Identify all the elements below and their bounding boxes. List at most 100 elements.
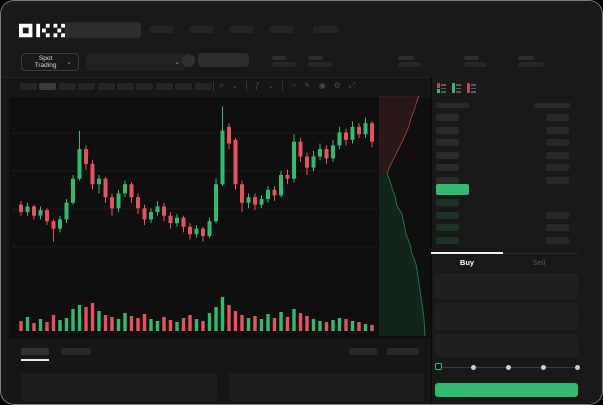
tab-sell[interactable]: Sell: [503, 258, 575, 267]
line-tool-icon[interactable]: ~: [291, 81, 297, 90]
candle-style-icon[interactable]: ⌗: [219, 81, 224, 90]
candle-body: [344, 132, 348, 140]
timeframe-button[interactable]: [136, 83, 154, 90]
nav-item-placeholder[interactable]: [313, 26, 338, 33]
bottom-tab[interactable]: [61, 348, 91, 355]
volume-bar: [90, 303, 95, 331]
market-type-selector[interactable]: Spot Trading ⌄: [21, 53, 79, 71]
volume-bar: [292, 309, 296, 331]
orderbook-price-cell[interactable]: [436, 139, 459, 146]
orderbook-last-price[interactable]: [436, 184, 469, 195]
combined-book-icon[interactable]: [437, 83, 446, 93]
tab-buy[interactable]: Buy: [431, 258, 503, 267]
volume-bar: [363, 324, 368, 331]
volume-bar: [253, 316, 257, 331]
pair-selector[interactable]: ⌄: [86, 53, 186, 71]
candle-body: [25, 206, 30, 212]
nav-item-placeholder[interactable]: [269, 26, 294, 33]
timeframe-button[interactable]: [20, 83, 37, 90]
candle-body: [84, 149, 88, 164]
ticker-stat-value: [518, 62, 544, 67]
volume-bar: [194, 319, 199, 331]
bottom-tab-active[interactable]: [21, 348, 49, 355]
orderbook-price-cell[interactable]: [436, 164, 459, 171]
volume-bar: [298, 313, 303, 331]
orderbook-price-cell[interactable]: [436, 176, 459, 184]
volume-bar: [233, 311, 238, 331]
asks-only-icon[interactable]: [467, 83, 476, 93]
price-input[interactable]: [434, 273, 578, 299]
volume-bar: [305, 316, 309, 331]
slider-stop[interactable]: [575, 365, 580, 370]
orderbook-price-cell[interactable]: [436, 199, 459, 206]
candle-body: [324, 149, 329, 159]
volume-bar: [103, 315, 108, 331]
candle-body: [331, 145, 335, 159]
total-input[interactable]: [434, 334, 578, 357]
nav-item-placeholder[interactable]: [229, 26, 254, 33]
amount-input[interactable]: [434, 303, 578, 330]
volume-bar: [227, 305, 231, 331]
chart-settings-icon[interactable]: ⚙: [333, 81, 341, 90]
ticker-stat-label: [518, 56, 534, 60]
orderbook-amount-cell: [546, 236, 569, 244]
indicator-icon[interactable]: ƒ: [255, 81, 260, 90]
timeframe-button[interactable]: [39, 83, 57, 90]
nav-item-placeholder[interactable]: [189, 26, 214, 33]
slider-stop[interactable]: [541, 365, 546, 370]
bottom-toolbar-item[interactable]: [387, 348, 419, 355]
timeframe-button[interactable]: [58, 83, 76, 90]
slider-handle[interactable]: [435, 363, 442, 370]
nav-item-placeholder[interactable]: [149, 26, 174, 33]
volume-bar: [19, 321, 23, 331]
volume-bar: [188, 315, 192, 331]
volume-bar: [58, 320, 62, 331]
orderbook-col-header-price: [436, 103, 469, 108]
slider-stop[interactable]: [506, 365, 511, 370]
chevron-down-icon[interactable]: ⌄: [267, 81, 275, 90]
candle-body: [214, 184, 218, 222]
okx-logo[interactable]: [19, 23, 65, 38]
volume-bar: [116, 319, 121, 331]
candle-body: [97, 178, 101, 185]
avatar[interactable]: [182, 54, 195, 67]
timeframe-button[interactable]: [194, 83, 212, 90]
bottom-toolbar-item[interactable]: [349, 348, 377, 355]
snapshot-icon[interactable]: ◉: [318, 81, 326, 90]
volume-bar: [64, 318, 69, 331]
volume-bar: [357, 322, 361, 331]
volume-bar: [149, 319, 153, 331]
timeframe-button[interactable]: [117, 83, 134, 90]
candle-body: [305, 156, 309, 168]
orderbook-price-cell[interactable]: [436, 236, 459, 244]
volume-bar: [318, 321, 322, 331]
fullscreen-icon[interactable]: ⤢: [348, 81, 356, 90]
depth-chart[interactable]: [379, 96, 429, 336]
orderbook-price-cell[interactable]: [436, 224, 459, 231]
orderbook-price-cell[interactable]: [436, 114, 459, 121]
bids-only-icon[interactable]: [452, 83, 461, 93]
header-action-button[interactable]: [198, 53, 249, 67]
timeframe-button[interactable]: [175, 83, 193, 90]
volume-bar: [311, 319, 316, 331]
orderbook-price-cell[interactable]: [436, 211, 459, 219]
candlestick-chart[interactable]: [11, 101, 377, 293]
timeframe-button[interactable]: [155, 83, 173, 90]
timeframe-button[interactable]: [97, 83, 115, 90]
search-input[interactable]: [65, 22, 141, 38]
chevron-down-icon[interactable]: ⌄: [231, 81, 239, 90]
timeframe-button[interactable]: [78, 83, 96, 90]
ticker-stat-label: [308, 56, 323, 60]
candle-body: [162, 206, 166, 216]
volume-bar: [350, 321, 355, 331]
volume-bar: [97, 311, 101, 331]
slider-stop[interactable]: [471, 365, 476, 370]
orderbook-price-cell[interactable]: [436, 126, 459, 134]
candle-body: [32, 206, 36, 216]
buy-button[interactable]: [435, 383, 578, 397]
draw-tool-icon[interactable]: ✎: [304, 81, 311, 90]
candle-body: [350, 126, 355, 140]
candle-body: [142, 208, 147, 220]
orderbook-price-cell[interactable]: [436, 151, 459, 159]
